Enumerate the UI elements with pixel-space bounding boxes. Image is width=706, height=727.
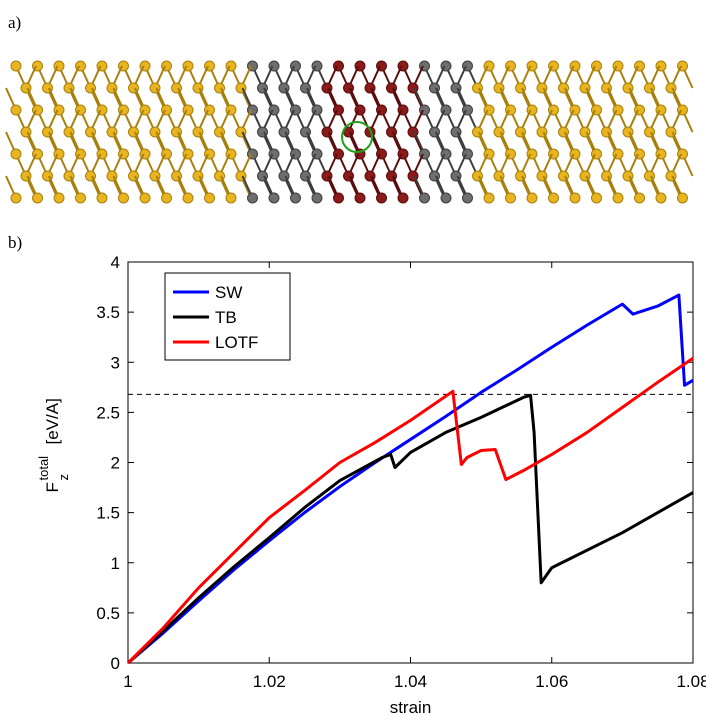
series-line: [126, 393, 694, 665]
y-label-sub: z: [56, 474, 71, 481]
y-label-base: F: [43, 482, 62, 492]
atom: [591, 192, 602, 204]
atom: [419, 192, 430, 204]
atom: [268, 192, 280, 204]
atom: [10, 104, 22, 116]
x-tick-label: 1.08: [676, 672, 706, 691]
y-tick-label: 0.5: [96, 604, 120, 623]
panel-label: a): [8, 13, 21, 32]
y-tick-label: 0: [111, 654, 120, 673]
x-tick-label: 1.04: [394, 672, 427, 691]
atom: [526, 192, 538, 204]
x-tick-label: 1.02: [253, 672, 286, 691]
atom: [440, 192, 452, 204]
atom: [354, 192, 366, 204]
y-tick-label: 3: [111, 353, 120, 372]
series-line: [126, 357, 694, 665]
atom: [311, 192, 323, 204]
atom: [32, 192, 43, 204]
y-tick-label: 1.5: [96, 504, 120, 523]
atom: [333, 192, 344, 204]
atom: [10, 192, 22, 204]
atom: [655, 192, 667, 204]
atom: [677, 192, 688, 204]
y-tick-label: 4: [111, 253, 120, 272]
atom: [247, 192, 258, 204]
atom: [376, 192, 387, 204]
atom: [505, 192, 516, 204]
atom: [462, 192, 473, 204]
series-line: [127, 293, 694, 665]
y-label-sup: total: [36, 456, 51, 481]
plot: 1 1.02 1.04 1.06 1.08 0 0.5 1 1.5 2 2.5 3 3.5 4 strain…: [36, 253, 706, 717]
panel-label: b): [8, 233, 22, 252]
legend-label: LOTF: [215, 333, 258, 352]
y-tick-label: 3.5: [96, 303, 120, 322]
atom: [290, 192, 301, 204]
atom: [75, 192, 86, 204]
y-tick-label: 1: [111, 554, 120, 573]
y-label-unit: [eV/A]: [43, 398, 62, 444]
legend-label: TB: [215, 308, 237, 327]
highlight-ring: [341, 121, 373, 153]
atom: [161, 192, 172, 204]
legend-label: SW: [215, 283, 242, 302]
atom: [96, 192, 108, 204]
atom: [569, 192, 581, 204]
atom: [225, 192, 237, 204]
y-tick-label: 2: [111, 454, 120, 473]
atom: [10, 148, 22, 160]
atom: [53, 192, 65, 204]
atom: [397, 192, 409, 204]
atom: [204, 192, 215, 204]
atom: [548, 192, 559, 204]
y-tick-label: 2.5: [96, 403, 120, 422]
x-tick-label: 1: [123, 672, 132, 691]
atom: [118, 192, 129, 204]
atom: [139, 192, 151, 204]
x-axis-label: strain: [390, 698, 432, 717]
atom: [634, 192, 645, 204]
atom: [612, 192, 624, 204]
atom: [483, 192, 495, 204]
atom: [10, 60, 22, 72]
atom: [182, 192, 194, 204]
structure-image: [5, 60, 694, 204]
x-tick-label: 1.06: [535, 672, 568, 691]
